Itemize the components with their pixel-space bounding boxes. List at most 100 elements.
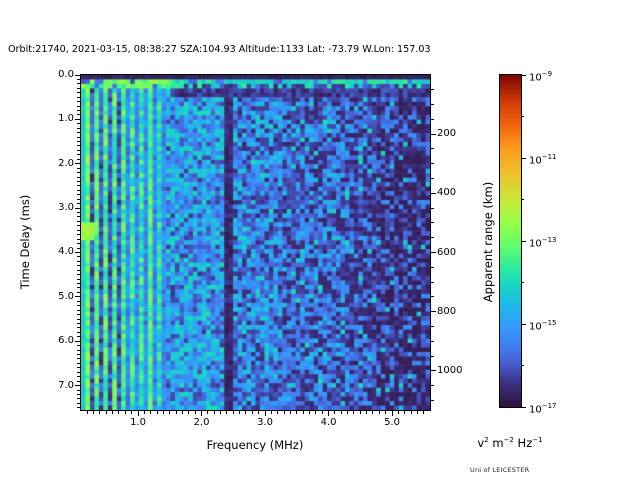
x-minor-tick [302, 411, 304, 414]
y-minor-tick [77, 322, 80, 324]
y-minor-tick [77, 132, 80, 134]
x-minor-tick [277, 411, 279, 414]
colorbar-tick-label: 10−13 [529, 236, 557, 250]
x-minor-tick [143, 411, 145, 414]
x-tick-label: 5.0 [384, 417, 400, 428]
y-minor-tick [77, 212, 80, 214]
y2-axis-label: Apparent range (km) [481, 181, 495, 303]
x-minor-tick [308, 411, 310, 414]
y-minor-tick [77, 234, 80, 236]
y-minor-tick [77, 389, 80, 391]
y-minor-tick [77, 141, 80, 143]
y-tick-label: 1.0 [58, 113, 74, 125]
y-minor-tick [77, 318, 80, 320]
y2-minor-tick [431, 326, 434, 328]
y-minor-tick [77, 136, 80, 138]
y-minor-tick [77, 176, 80, 178]
x-minor-tick [404, 411, 406, 414]
y-minor-tick [77, 398, 80, 400]
y-minor-tick [77, 216, 80, 218]
y2-minor-tick [431, 207, 434, 209]
y-minor-tick [77, 300, 80, 302]
x-minor-tick [112, 411, 114, 414]
x-minor-tick [321, 411, 323, 414]
colorbar-minor-tick [521, 116, 524, 117]
y2-minor-tick [431, 266, 434, 268]
y2-minor-tick [431, 178, 434, 180]
x-tick-label: 3.0 [257, 417, 273, 428]
x-major-tick [201, 411, 203, 416]
y-minor-tick [77, 238, 80, 240]
y2-major-tick [431, 252, 436, 254]
y-minor-tick [77, 407, 80, 409]
y-tick-label: 6.0 [58, 335, 74, 347]
x-minor-tick [315, 411, 317, 414]
credit-text: Uni of LEICESTER [470, 466, 530, 474]
y-minor-tick [77, 331, 80, 333]
y-minor-tick [77, 345, 80, 347]
y-minor-tick [77, 278, 80, 280]
colorbar-minor-tick [521, 365, 524, 366]
colorbar-tick-label: 10−11 [529, 153, 557, 167]
colorbar-major-tick [521, 406, 526, 408]
colorbar [499, 74, 522, 408]
y2-minor-tick [431, 355, 434, 357]
y-minor-tick [77, 185, 80, 187]
x-minor-tick [353, 411, 355, 414]
y2-minor-tick [431, 222, 434, 224]
y-minor-tick [77, 265, 80, 267]
x-minor-tick [366, 411, 368, 414]
y-minor-tick [77, 358, 80, 360]
x-minor-tick [226, 411, 228, 414]
y2-tick-label: 800 [437, 305, 457, 317]
x-minor-tick [289, 411, 291, 414]
y2-major-tick [431, 133, 436, 135]
colorbar-minor-tick [521, 199, 524, 200]
y2-minor-tick [431, 296, 434, 298]
y-minor-tick [77, 180, 80, 182]
x-minor-tick [347, 411, 349, 414]
y-minor-tick [77, 203, 80, 205]
x-minor-tick [340, 411, 342, 414]
y-minor-tick [77, 194, 80, 196]
colorbar-major-tick [521, 323, 526, 325]
y-tick-label: 4.0 [58, 246, 74, 258]
y-minor-tick [77, 189, 80, 191]
y-minor-tick [77, 260, 80, 262]
y-minor-tick [77, 220, 80, 222]
y-minor-tick [77, 327, 80, 329]
y-major-tick [75, 74, 80, 76]
colorbar-minor-tick [521, 282, 524, 283]
x-axis-label: Frequency (MHz) [206, 438, 304, 452]
x-minor-tick [162, 411, 164, 414]
x-minor-tick [118, 411, 120, 414]
x-minor-tick [296, 411, 298, 414]
y2-minor-tick [431, 385, 434, 387]
x-minor-tick [105, 411, 107, 414]
x-minor-tick [251, 411, 253, 414]
x-minor-tick [385, 411, 387, 414]
y-tick-label: 5.0 [58, 290, 74, 302]
colorbar-units: v2 m−2 Hz−1 [477, 436, 543, 450]
x-minor-tick [156, 411, 158, 414]
x-minor-tick [213, 411, 215, 414]
x-minor-tick [232, 411, 234, 414]
y-minor-tick [77, 309, 80, 311]
y-minor-tick [77, 229, 80, 231]
y-major-tick [75, 296, 80, 298]
colorbar-major-tick [521, 240, 526, 242]
x-minor-tick [131, 411, 133, 414]
x-minor-tick [175, 411, 177, 414]
y-minor-tick [77, 305, 80, 307]
y-minor-tick [77, 101, 80, 103]
y-minor-tick [77, 274, 80, 276]
y-minor-tick [77, 269, 80, 271]
x-minor-tick [124, 411, 126, 414]
y-major-tick [75, 251, 80, 253]
y-minor-tick [77, 149, 80, 151]
x-minor-tick [207, 411, 209, 414]
y-minor-tick [77, 105, 80, 107]
colorbar-tick-label: 10−17 [529, 402, 557, 416]
y-minor-tick [77, 256, 80, 258]
